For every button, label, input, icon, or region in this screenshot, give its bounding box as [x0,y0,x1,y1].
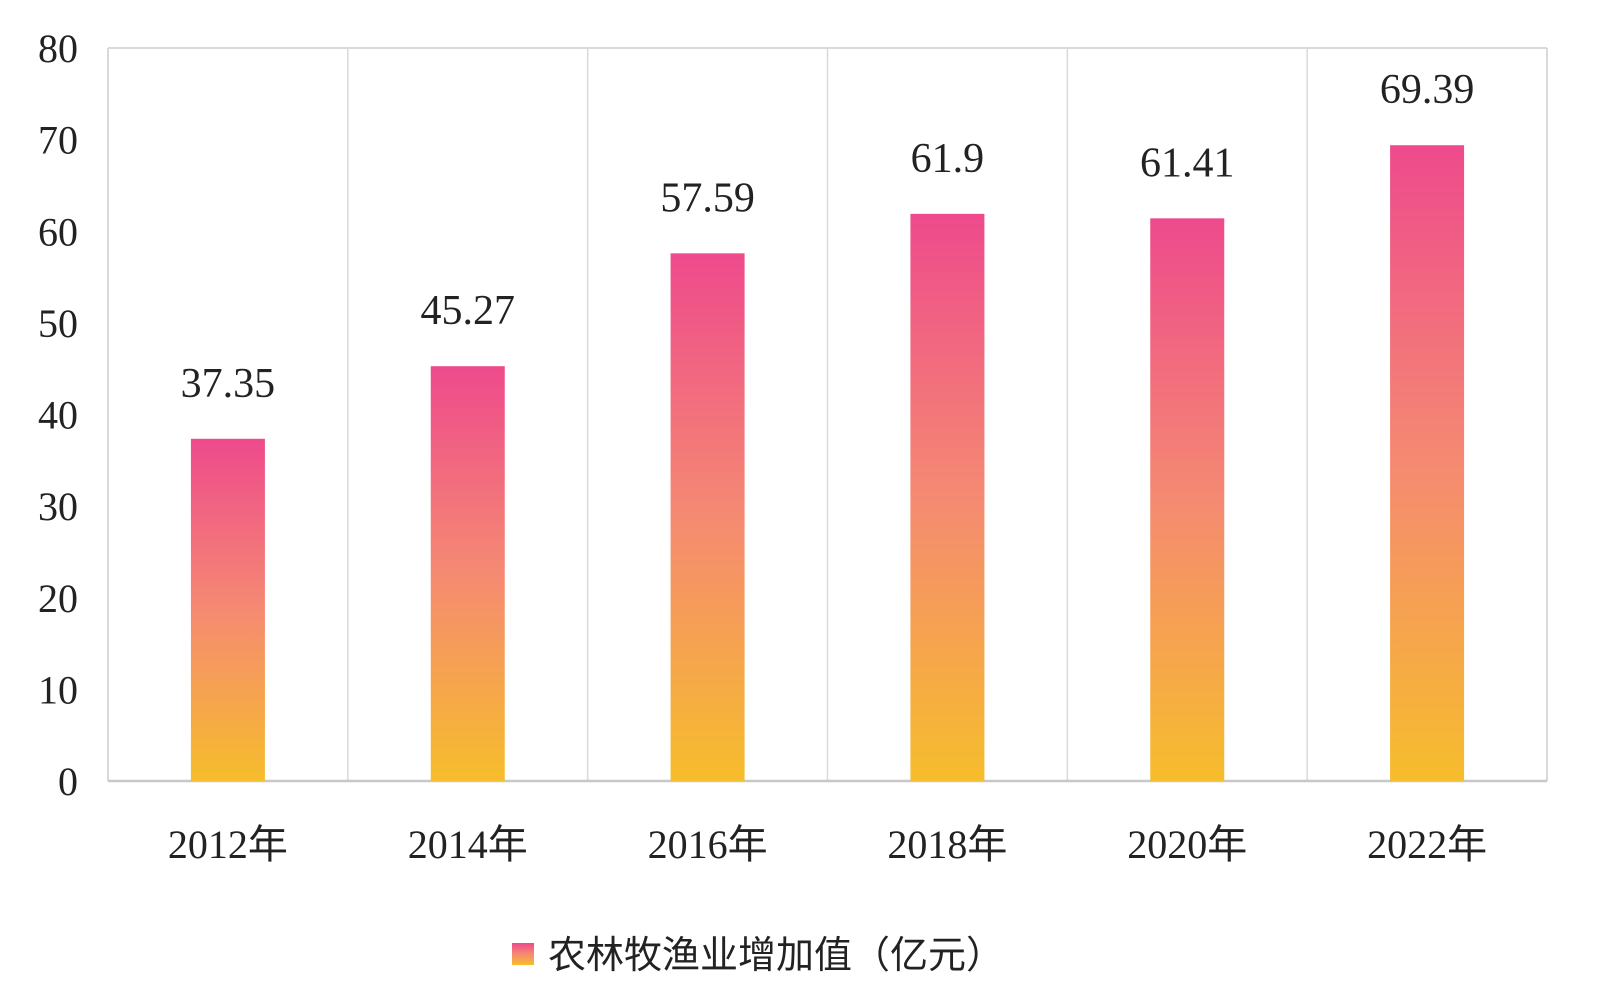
grid-lines [107,47,1548,783]
x-tick-label: 2020年 [1127,822,1247,867]
x-tick-label: 2016年 [648,822,768,867]
data-label: 61.9 [911,136,985,182]
y-axis-ticks: 0 10 20 30 40 50 60 70 80 [38,26,78,804]
y-tick-label: 40 [38,393,78,438]
data-label: 57.59 [660,175,755,221]
legend-label: 农林牧渔业增加值（亿元） [548,933,1004,977]
bar [910,213,985,781]
data-label: 61.41 [1140,140,1235,186]
bar [1390,145,1465,782]
y-tick-label: 60 [38,209,78,254]
x-tick-label: 2014年 [408,822,528,867]
y-tick-label: 80 [38,26,78,71]
legend-swatch [512,943,534,965]
x-tick-label: 2012年 [168,822,288,867]
data-label: 45.27 [421,288,516,334]
y-tick-label: 10 [38,667,78,712]
legend: 农林牧渔业增加值（亿元） [512,933,1004,977]
bar [190,438,265,781]
bar [1150,218,1225,781]
y-tick-label: 0 [58,759,78,804]
y-tick-label: 70 [38,118,78,163]
bar [430,366,505,781]
data-labels: 37.35 45.27 57.59 61.9 61.41 69.39 [181,67,1475,407]
y-tick-label: 50 [38,301,78,346]
y-tick-label: 30 [38,484,78,529]
x-tick-label: 2022年 [1367,822,1487,867]
x-tick-label: 2018年 [887,822,1007,867]
data-label: 69.39 [1380,67,1475,113]
bars [190,145,1465,782]
x-axis-ticks: 2012年 2014年 2016年 2018年 2020年 2022年 [168,822,1487,867]
data-label: 37.35 [181,361,276,407]
y-tick-label: 20 [38,576,78,621]
bar [670,253,745,782]
